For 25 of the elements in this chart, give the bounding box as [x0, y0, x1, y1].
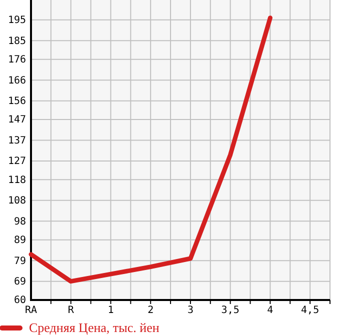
- x-tick-label: RA: [24, 305, 38, 316]
- y-tick-label: 60: [14, 295, 26, 306]
- y-tick-label: 176: [8, 54, 26, 66]
- y-tick-label: 195: [8, 15, 26, 26]
- x-tick-label: 4: [267, 305, 274, 316]
- legend-label: Средняя Цена, тыс. йен: [29, 320, 160, 335]
- y-tick-label: 127: [8, 156, 26, 168]
- x-tick-label: 4,5: [301, 305, 320, 316]
- y-tick-label: 89: [14, 235, 26, 246]
- y-tick-label: 118: [8, 174, 26, 186]
- y-tick-label: 108: [8, 196, 26, 207]
- y-tick-label: 79: [14, 256, 26, 267]
- y-tick-label: 137: [8, 135, 26, 146]
- y-tick-label: 156: [8, 96, 26, 108]
- y-tick-label: 69: [14, 276, 26, 288]
- line-series: [28, 16, 272, 284]
- y-tick-label: 185: [8, 36, 26, 47]
- y-tick-label: 147: [8, 114, 26, 126]
- x-tick-label: 1: [108, 305, 114, 316]
- y-tick-label: 98: [14, 216, 26, 228]
- x-tick-label: 3,5: [221, 305, 240, 316]
- x-tick-label: R: [68, 305, 75, 316]
- x-tick-label: 2: [148, 305, 154, 316]
- x-tick-label: 3: [187, 305, 194, 316]
- y-tick-label: 166: [8, 75, 26, 86]
